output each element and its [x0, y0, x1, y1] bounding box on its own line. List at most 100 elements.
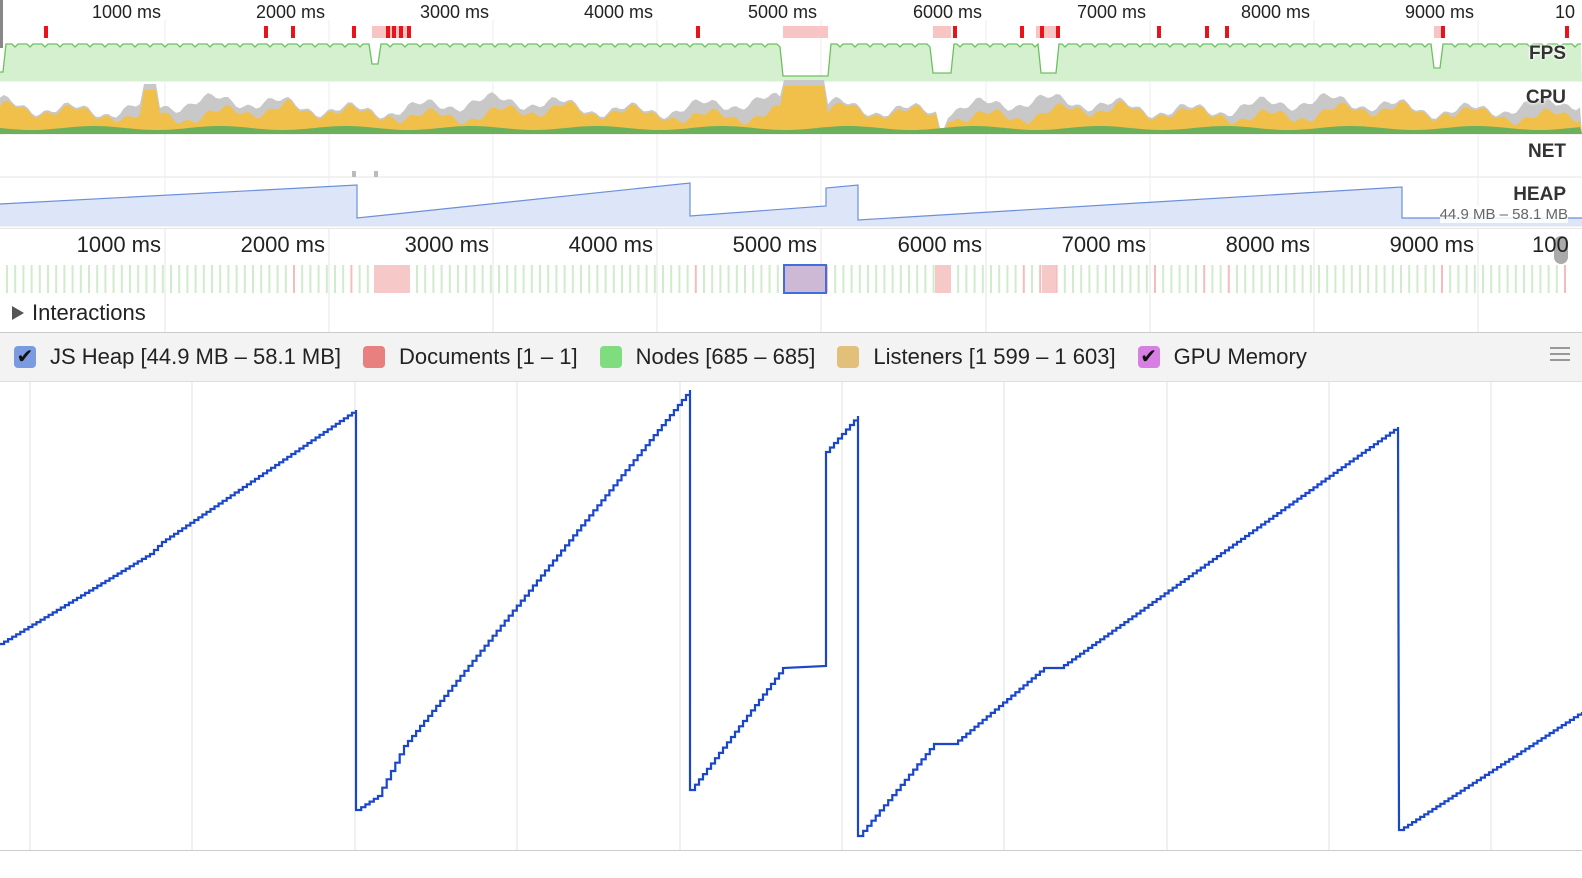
- frame-bar: [998, 265, 1001, 293]
- interactions-track[interactable]: Interactions: [12, 300, 146, 326]
- frame-bar: [990, 265, 992, 293]
- counter-label: Nodes [685 – 685]: [635, 344, 816, 369]
- frame-bar: [604, 265, 607, 293]
- frame-bar: [1154, 265, 1156, 293]
- frame-bar: [1367, 265, 1370, 293]
- ruler-tick-label: 1000 ms: [76, 232, 161, 257]
- heap-range-label: 44.9 MB – 58.1 MB: [1439, 206, 1568, 223]
- checkbox-icon[interactable]: [363, 346, 386, 368]
- timeline-ruler[interactable]: 1000 ms 2000 ms 3000 ms 4000 ms 5000 ms 6000 …: [0, 227, 1582, 332]
- frame-bar: [252, 265, 254, 293]
- ruler-tick-label: 8000 ms: [1225, 232, 1310, 257]
- frame-bar: [735, 265, 738, 293]
- counter-listeners[interactable]: Listeners [1 599 – 1 603]: [837, 344, 1116, 370]
- frame-bar: [1219, 265, 1222, 293]
- overview-left-edge: [0, 0, 3, 48]
- counter-label: Documents [1 – 1]: [399, 344, 578, 369]
- overview-tick-label: 9000 ms: [1404, 2, 1474, 22]
- frame-bar: [883, 265, 886, 293]
- frame-bar: [1244, 265, 1247, 293]
- frame-bar: [1096, 265, 1099, 293]
- frame-bar: [1063, 265, 1066, 293]
- frame-bar: [1318, 265, 1320, 293]
- frame-bar: [1121, 265, 1124, 293]
- frame-bar: [727, 265, 730, 293]
- checkbox-icon[interactable]: [837, 346, 860, 368]
- frame-bar: [621, 265, 623, 293]
- frame-bar: [276, 265, 279, 293]
- frame-bar: [1293, 265, 1296, 293]
- cpu-painting-area: [0, 126, 1582, 134]
- frame-bar: [47, 265, 49, 293]
- counter-label: JS Heap [44.9 MB – 58.1 MB]: [50, 344, 342, 369]
- triangle-right-icon[interactable]: [12, 306, 24, 320]
- heap-overview-area: [0, 183, 1582, 226]
- menu-icon[interactable]: [1550, 347, 1570, 365]
- memory-graph[interactable]: [0, 382, 1582, 852]
- frame-bar: [112, 265, 115, 293]
- ruler-tick-label: 100: [1532, 232, 1568, 257]
- overview-graph[interactable]: [0, 0, 1582, 228]
- frame-bar: [1498, 265, 1501, 293]
- frame-bar: [1145, 265, 1148, 293]
- cpu-scripting-area: [0, 86, 1582, 134]
- frame-bar: [1006, 265, 1009, 293]
- counter-js-heap[interactable]: ✔ JS Heap [44.9 MB – 58.1 MB]: [14, 344, 341, 370]
- ruler-tick-label: 7000 ms: [1061, 232, 1146, 257]
- frame-marker: [953, 26, 957, 38]
- frame-bar: [850, 265, 853, 293]
- frame-bar: [1457, 265, 1460, 293]
- checkbox-icon[interactable]: [599, 346, 622, 368]
- frame-bar: [1342, 265, 1345, 293]
- frame-bar: [899, 265, 902, 293]
- frame-bar: [22, 265, 25, 293]
- frame-bar: [686, 265, 689, 293]
- timeline-overview[interactable]: FPS CPU NET HEAP 44.9 MB – 58.1 MB 1000 …: [0, 0, 1582, 228]
- frame-marker: [352, 26, 356, 38]
- frame-marker: [399, 26, 403, 38]
- frames-strip[interactable]: [0, 227, 1582, 332]
- frame-marker: [386, 26, 390, 38]
- frame-bar: [1031, 265, 1033, 293]
- frame-bar: [563, 265, 566, 293]
- frame-bar: [588, 265, 591, 293]
- frame-bar: [284, 265, 287, 293]
- frame-bar: [1416, 265, 1419, 293]
- frame-bar: [776, 265, 779, 293]
- frame-bar: [908, 265, 910, 293]
- frame-bar: [1162, 265, 1165, 293]
- frame-bar: [1203, 265, 1206, 293]
- frame-bar: [30, 265, 33, 293]
- frame-bar: [867, 265, 869, 293]
- frame-bar: [596, 265, 599, 293]
- frame-long: [1042, 265, 1056, 293]
- frame-bar: [473, 265, 476, 293]
- frame-bar: [1359, 265, 1361, 293]
- frame-bar: [924, 265, 927, 293]
- frame-bar: [875, 265, 878, 293]
- frame-marker: [1056, 26, 1060, 38]
- frame-bar: [514, 265, 517, 293]
- frame-bar: [891, 265, 894, 293]
- counter-documents[interactable]: Documents [1 – 1]: [363, 344, 578, 370]
- frame-bar: [194, 265, 197, 293]
- frame-bar: [1088, 265, 1091, 293]
- frame-bar: [547, 265, 550, 293]
- frame-bar: [1408, 265, 1411, 293]
- frame-marker: [1205, 26, 1209, 38]
- frame-bar: [1186, 265, 1189, 293]
- counter-gpu-memory[interactable]: ✔ GPU Memory: [1137, 344, 1307, 370]
- frame-marker: [392, 26, 396, 38]
- frame-bar: [1211, 265, 1214, 293]
- frame-bar: [317, 265, 320, 293]
- checkmark-icon[interactable]: ✔: [1137, 346, 1160, 368]
- frame-bar: [268, 265, 271, 293]
- checkmark-icon[interactable]: ✔: [14, 346, 36, 368]
- frame-long: [374, 265, 410, 293]
- counter-nodes[interactable]: Nodes [685 – 685]: [599, 344, 816, 370]
- frame-bar: [1383, 265, 1386, 293]
- frame-bar: [678, 265, 681, 293]
- frame-bar: [1555, 265, 1558, 293]
- frame-bar: [1236, 265, 1238, 293]
- frame-bar: [530, 265, 533, 293]
